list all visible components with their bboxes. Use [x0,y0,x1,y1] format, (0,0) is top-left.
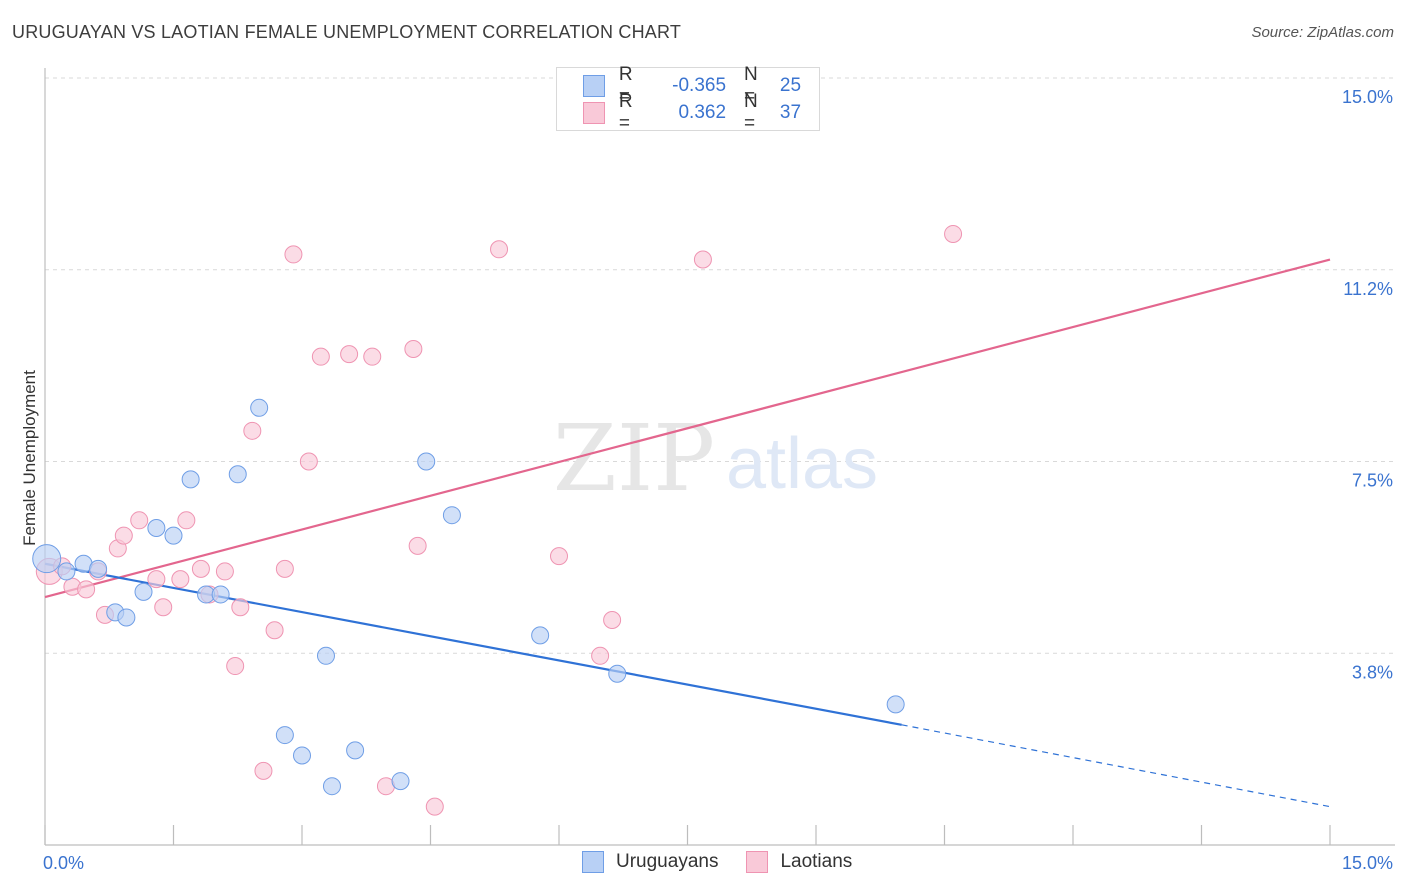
laotians-point [177,511,196,530]
laotians-point [171,570,190,589]
uruguayans-point [442,506,461,525]
legend-item-uruguayans[interactable]: Uruguayans [582,851,718,873]
uruguayans-point [293,746,311,765]
trend-lines [44,258,1331,808]
uruguayans-point [886,695,905,714]
laotians-points [35,224,963,816]
laotians-point [311,347,330,366]
uruguayans-point [316,646,335,665]
watermark-atlas: atlas [726,424,878,504]
laotians-point [114,526,133,545]
laotians-point [404,340,423,359]
gridlines [45,77,1395,654]
laotians-point [154,598,173,617]
laotians-point [215,562,234,581]
uruguayans-swatch [583,75,605,97]
laotians-point [944,224,963,243]
uruguayans-point [346,741,365,760]
legend-r-value: 0.362 [678,102,727,123]
uruguayans-point [531,626,550,645]
laotians-point [425,797,444,816]
uruguayans-point [228,465,247,484]
laotians-legend-label: Laotians [780,851,853,872]
laotians-point [254,761,273,780]
uruguayans-legend-label: Uruguayans [616,851,719,872]
x-tick-label: 15.0% [1342,853,1393,873]
uruguayans-trend-extension [901,724,1331,808]
uruguayans-point [117,608,136,627]
laotians-point [130,511,149,530]
y-tick-label: 15.0% [1342,87,1393,107]
laotians-point [299,452,318,471]
watermark: ZIP atlas [553,405,878,512]
legend-item-laotians[interactable]: Laotians [746,851,852,873]
legend-r-value: -0.365 [672,75,727,96]
uruguayans-point [391,772,410,791]
uruguayans-point [32,544,62,574]
correlation-legend: R = -0.365 N = 25 R = 0.362 N = 37 [556,64,820,134]
legend-n-value: 37 [779,102,802,123]
uruguayans-point [250,398,269,417]
laotians-point [77,580,96,599]
legend-row-uruguayans: R = -0.365 N = 25 [583,64,819,107]
laotians-point [363,347,382,366]
laotians-legend-swatch [746,851,769,873]
laotians-swatch [583,102,605,124]
source-label: Source: ZipAtlas.com [1251,24,1394,41]
uruguayans-point [275,726,294,745]
laotians-point [226,657,245,676]
legend-row-laotians: R = 0.362 N = 37 [583,91,819,134]
y-tick-label: 7.5% [1352,471,1393,491]
laotians-point [550,547,568,566]
uruguayans-point [134,582,153,601]
uruguayans-point [181,470,200,489]
laotians-trend-line [44,258,1331,599]
laotians-point [340,345,359,364]
legend-r-label: R = [618,91,633,134]
series-legend: Uruguayans Laotians [582,851,880,873]
y-tick-label: 3.8% [1352,662,1393,682]
legend-n-label: N = [744,64,758,107]
chart-title: URUGUAYAN VS LAOTIAN FEMALE UNEMPLOYMENT… [12,22,682,42]
uruguayans-point [57,562,76,581]
laotians-point [408,536,427,555]
axes [44,68,1395,846]
x-tick-label: 0.0% [43,853,84,873]
laotians-point [591,646,610,665]
laotians-point [243,421,262,440]
uruguayans-point [417,452,436,471]
uruguayans-points [32,398,905,796]
uruguayans-legend-swatch [582,851,604,873]
tick-labels: 0.0% 15.0% 15.0% 11.2% 7.5% 3.8% [43,87,1393,873]
laotians-point [265,621,284,640]
watermark-zip: ZIP [553,405,715,512]
uruguayans-point [211,585,230,604]
laotians-point [603,611,622,630]
laotians-point [284,245,303,264]
legend-r-label: R = [618,64,633,107]
legend-n-value: 25 [779,75,802,96]
uruguayans-point [608,664,627,683]
uruguayans-point [322,777,341,796]
legend-n-label: N = [744,91,758,134]
y-tick-label: 11.2% [1343,279,1393,299]
laotians-point [693,250,712,269]
uruguayans-point [147,518,166,537]
uruguayans-point [89,559,108,578]
uruguayans-point [164,526,183,545]
laotians-point [231,598,250,617]
laotians-point [147,570,166,589]
uruguayans-trend-line [44,562,902,726]
laotians-point [191,559,210,578]
laotians-point [490,240,509,259]
laotians-point [275,559,294,578]
